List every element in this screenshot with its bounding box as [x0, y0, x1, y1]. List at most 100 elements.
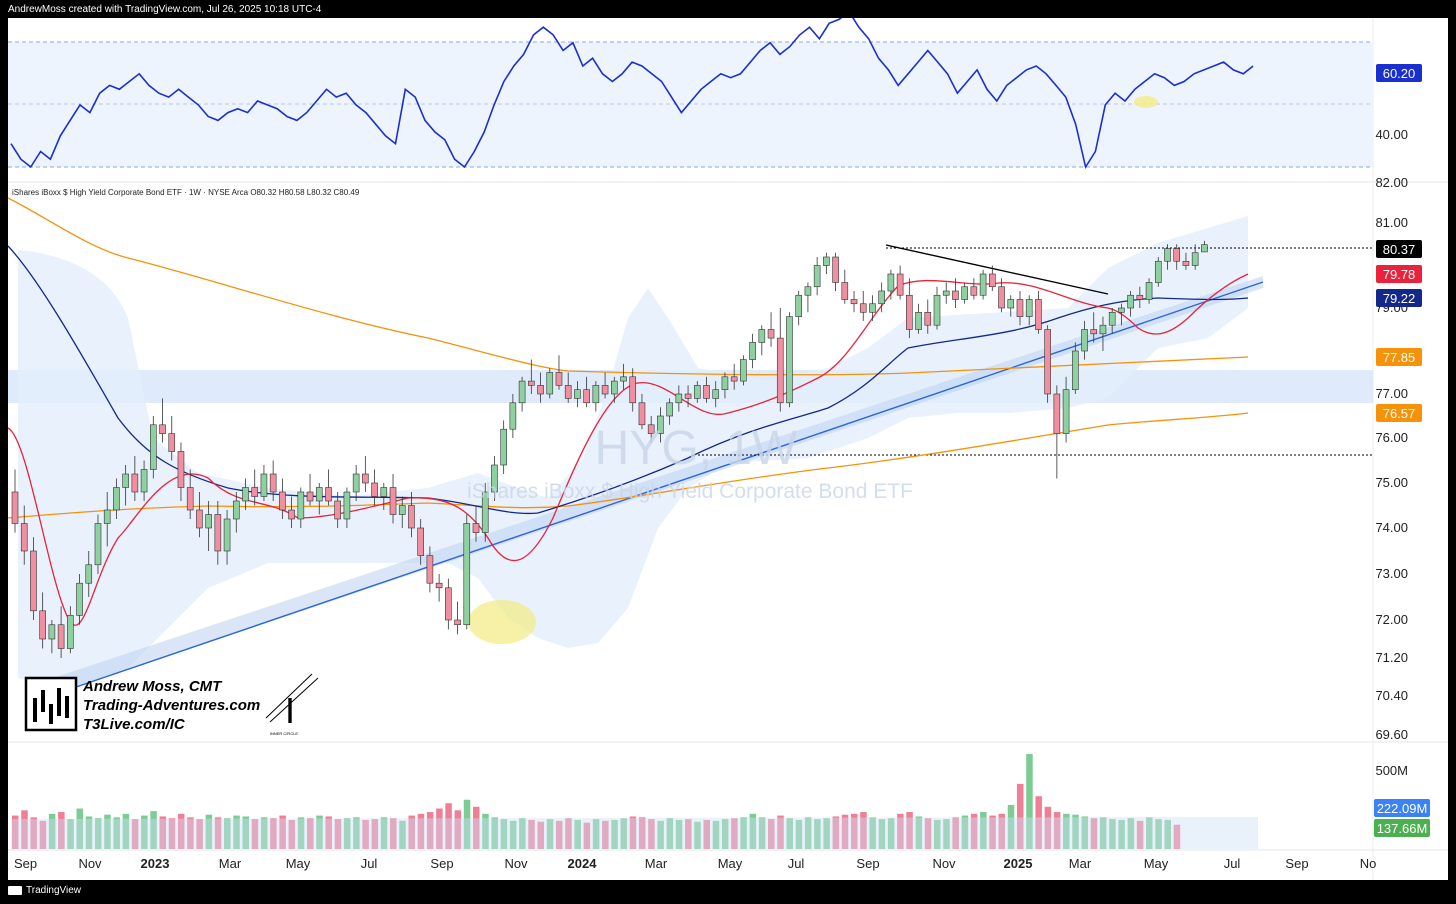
price-badge — [1376, 348, 1422, 366]
price-tick-label: 70.40 — [1375, 688, 1408, 703]
candle-body — [841, 282, 849, 300]
volume-bar — [141, 815, 148, 849]
candle-body — [150, 424, 157, 470]
candle-body — [629, 376, 637, 404]
candle-body — [970, 286, 978, 296]
candle-body — [693, 385, 701, 399]
candle-body — [500, 428, 507, 466]
volume-bar — [648, 819, 655, 849]
volume-bar — [297, 817, 305, 849]
volume-badge-label: 137.66M — [1377, 821, 1428, 836]
time-tick-label: May — [286, 856, 311, 871]
volume-bar — [343, 818, 351, 849]
volume-bar — [380, 817, 388, 849]
candle-body — [823, 256, 830, 266]
candle-body — [325, 487, 332, 502]
volume-bar — [795, 819, 803, 849]
volume-bar — [426, 812, 434, 849]
rsi-layer — [10, 10, 1254, 170]
volume-bar — [58, 812, 65, 849]
volume-bar — [30, 817, 37, 849]
footer-brand: TradingView — [26, 885, 82, 896]
volume-badge — [1374, 799, 1430, 817]
candle-body — [168, 433, 176, 452]
volume-bar — [924, 818, 932, 849]
candle-layer — [11, 240, 1208, 658]
candle-body — [445, 587, 452, 621]
time-tick-label: No — [1360, 856, 1377, 871]
candle-body — [1072, 350, 1079, 391]
candle-body — [48, 624, 56, 640]
candle-body — [767, 329, 775, 339]
volume-bar — [777, 815, 784, 849]
trendline — [37, 281, 1264, 701]
volume-bar — [408, 815, 415, 849]
volume-bar — [666, 818, 674, 849]
candle-body — [684, 393, 692, 399]
price-badge-label: 76.57 — [1383, 406, 1416, 421]
price-tick-label: 71.20 — [1375, 650, 1408, 665]
candle-body — [776, 337, 784, 404]
ema-mid-line — [7, 245, 1249, 515]
candle-body — [306, 491, 314, 502]
highlight-rsi-turn — [1134, 96, 1158, 108]
time-axis: Sep Nov 2023 Mar May Jul Sep Nov 2024 Mar May Jul Se… — [14, 856, 1376, 871]
volume-bar — [509, 820, 517, 849]
volume-bar — [740, 817, 747, 849]
inner-circle-badge: I INNER CIRCLE — [265, 673, 319, 736]
volume-bar — [814, 819, 821, 849]
candle-body — [122, 473, 129, 488]
candle-body — [1136, 294, 1144, 300]
signature-logo — [24, 676, 78, 732]
volume-bar — [279, 815, 286, 849]
time-tick-label: Sep — [430, 856, 453, 871]
volume-bar — [1035, 796, 1042, 849]
price-badge-label: 79.78 — [1383, 267, 1416, 282]
candle-body — [528, 380, 535, 386]
volume-bar — [1099, 817, 1107, 849]
volume-bar — [76, 808, 84, 849]
volume-bar — [989, 815, 996, 849]
volume-bar — [565, 818, 572, 849]
candle-body — [942, 290, 950, 296]
ma-200-line — [7, 412, 1249, 519]
volume-bar — [555, 820, 563, 849]
candle-body — [426, 555, 434, 584]
volume-bar — [934, 819, 941, 849]
candle-body — [509, 402, 517, 430]
volume-bar — [288, 819, 296, 849]
candle-body — [610, 380, 618, 395]
volume-badge — [1374, 819, 1430, 837]
candle-body — [1154, 260, 1162, 283]
candle-body — [481, 491, 489, 533]
volume-bar — [399, 820, 406, 849]
volume-bar — [860, 812, 867, 849]
candle-body — [454, 619, 461, 626]
volume-bar — [528, 819, 535, 849]
volume-bar — [260, 817, 268, 849]
volume-bar — [214, 817, 222, 849]
time-tick-label: 2023 — [141, 856, 170, 871]
chart-canvas[interactable]: HYG, 1W iShares iBoxx $ High Yield Corpo… — [7, 10, 1448, 880]
volume-bar — [463, 799, 471, 849]
candle-body — [721, 376, 729, 390]
volume-bar — [85, 816, 93, 849]
candle-body — [915, 311, 922, 330]
volume-bar — [657, 820, 664, 849]
volume-bar — [1136, 820, 1144, 849]
volume-bar — [104, 814, 111, 849]
volume-bar — [1044, 806, 1052, 849]
candle-body — [371, 482, 378, 497]
volume-bar — [675, 819, 683, 849]
volume-bar — [445, 803, 452, 849]
volume-bar — [1016, 783, 1024, 849]
candle-body — [647, 424, 655, 434]
volume-bar — [731, 818, 738, 849]
symbol-legend: iShares iBoxx $ High Yield Corporate Bon… — [12, 188, 360, 197]
svg-text:I: I — [285, 690, 295, 731]
candle-body — [961, 286, 968, 300]
volume-bar — [1109, 819, 1116, 849]
candle-body — [491, 464, 498, 493]
volume-bar — [694, 821, 701, 849]
volume-bar — [685, 819, 692, 849]
